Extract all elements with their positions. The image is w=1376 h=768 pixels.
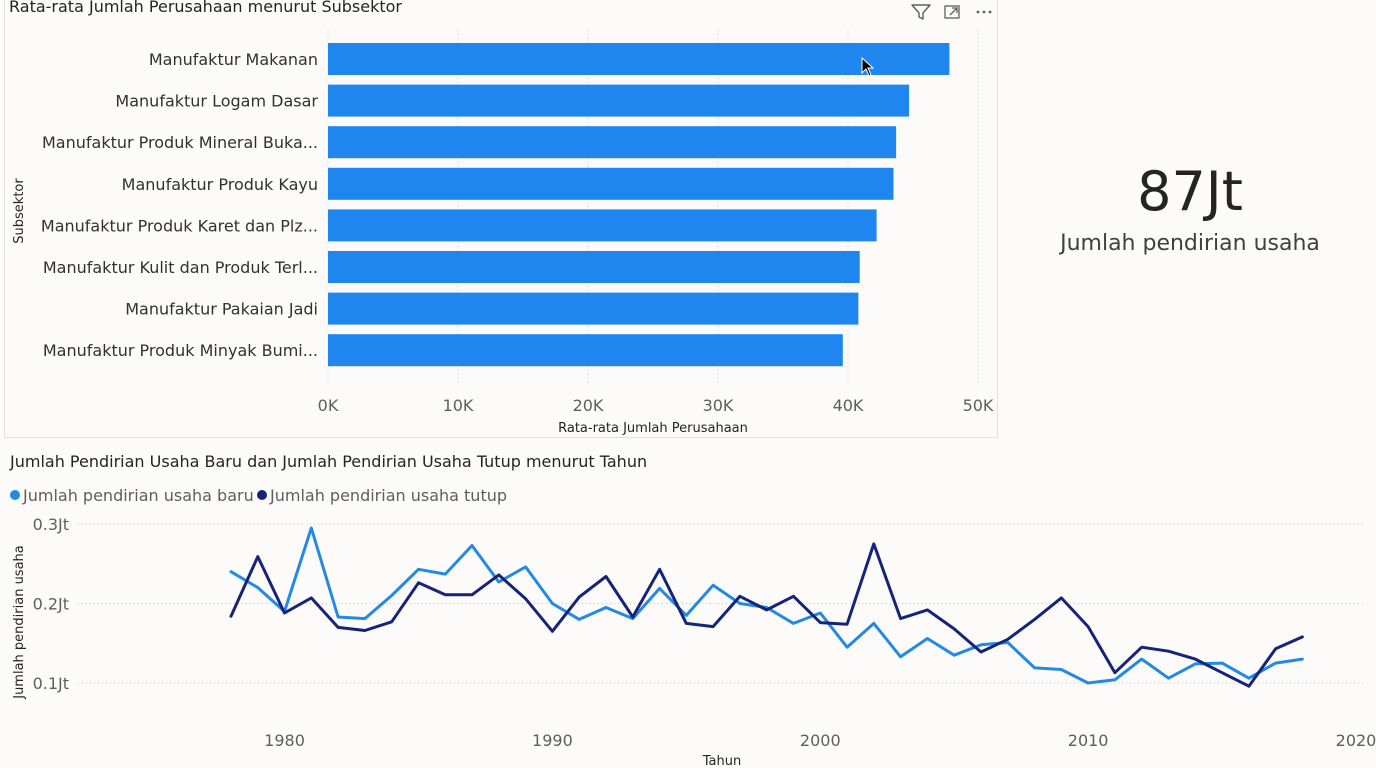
focus-mode-icon[interactable] [942,2,962,26]
bar [328,292,859,325]
line-chart-title: Jumlah Pendirian Usaha Baru dan Jumlah P… [10,452,648,471]
category-label: Manufaktur Produk Mineral Buka... [42,133,318,152]
bar [328,334,843,367]
x-tick-label: 2020 [1336,731,1376,750]
category-label: Manufaktur Pakaian Jadi [125,300,318,319]
bar [328,251,860,283]
x-tick-label: 20K [573,396,604,415]
x-tick-label: 2000 [800,731,841,750]
bar [328,84,910,117]
series-line-closed [229,542,1304,688]
filter-icon[interactable] [910,2,932,26]
x-tick-label: 50K [963,396,994,415]
mouse-cursor-icon [861,57,875,77]
legend-dot-closed [257,490,267,500]
legend-item-closed[interactable]: Jumlah pendirian usaha tutup [257,486,507,505]
category-label: Manufaktur Produk Karet dan Plz... [41,216,318,235]
category-label: Manufaktur Logam Dasar [115,92,318,111]
bar [328,126,897,159]
line-chart: 0.1Jt 0.2Jt 0.3Jt 1980 1990 2000 2010 2020 Tahun… [12,515,1376,768]
y-tick-label: 0.1Jt [33,674,69,693]
kpi-label: Jumlah pendirian usaha [1060,231,1320,256]
bar [328,43,950,75]
y-axis-title: Subsektor [12,178,27,244]
x-tick-label: 30K [703,396,734,415]
x-tick-label: 2010 [1068,731,1109,750]
series-line-new [229,526,1304,685]
x-tick-label: 10K [443,396,474,415]
x-axis-title: Tahun [702,754,741,768]
y-tick-label: 0.3Jt [33,515,69,534]
x-tick-label: 1980 [264,731,305,750]
y-axis-title: Jumlah pendirian usaha [12,545,27,700]
x-axis-title: Rata-rata Jumlah Perusahaan [558,421,748,436]
x-tick-label: 0K [318,396,339,415]
bar [328,167,894,200]
more-options-icon[interactable] [974,2,994,26]
bar-chart: 0K 10K 20K 30K 40K 50K Manufaktur Makanan Manuf… [12,30,994,436]
category-label: Manufaktur Produk Kayu [122,175,318,194]
y-tick-label: 0.2Jt [33,595,69,614]
kpi-value: 87Jt [1137,160,1243,223]
legend-item-new[interactable]: Jumlah pendirian usaha baru [10,486,254,505]
category-label: Manufaktur Produk Minyak Bumi... [43,341,318,360]
x-tick-label: 1990 [532,731,573,750]
category-label: Manufaktur Kulit dan Produk Terl... [43,258,318,277]
bar-chart-title: Rata-rata Jumlah Perusahaan menurut Subs… [9,0,402,16]
category-label: Manufaktur Makanan [149,50,318,69]
x-tick-label: 40K [833,396,864,415]
bar [328,209,877,242]
legend-dot-new [10,490,20,500]
